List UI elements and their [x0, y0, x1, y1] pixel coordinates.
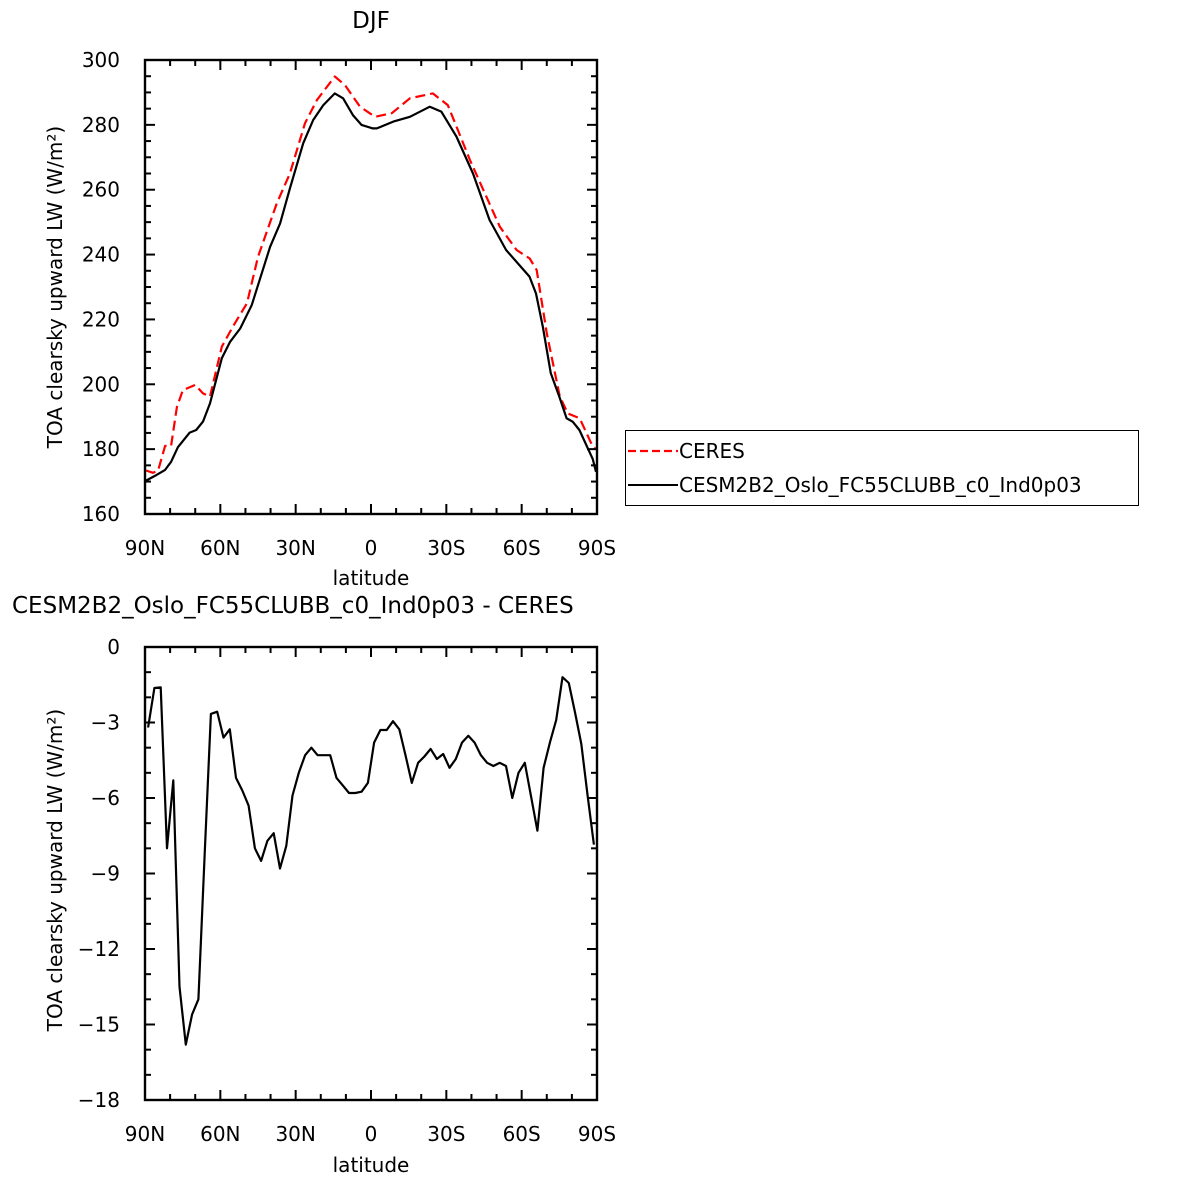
top-chart-ylabel: TOA clearsky upward LW (W/m²)	[43, 126, 67, 449]
bottom-series-difference-line	[147, 676, 595, 1046]
bottom-x-tick-label: 90S	[578, 1122, 616, 1146]
legend-ceres-label: CERES	[679, 439, 745, 463]
top-y-tick-label: 280	[82, 113, 120, 137]
bottom-chart-title: CESM2B2_Oslo_FC55CLUBB_c0_Ind0p03 - CERE…	[12, 593, 574, 619]
bottom-x-tick-label: 30S	[427, 1122, 465, 1146]
bottom-x-tick-label: 60N	[200, 1122, 240, 1146]
top-chart-title: DJF	[352, 8, 390, 34]
top-y-tick-label: 180	[82, 437, 120, 461]
bottom-y-tick-label: −18	[78, 1088, 120, 1112]
bottom-chart-xlabel: latitude	[333, 1153, 410, 1177]
bottom-y-tick-label: −12	[78, 937, 120, 961]
top-y-tick-label: 160	[82, 502, 120, 526]
legend-model-label: CESM2B2_Oslo_FC55CLUBB_c0_Ind0p03	[679, 473, 1082, 497]
legend-box	[625, 430, 1139, 506]
bottom-y-tick-label: −15	[78, 1013, 120, 1037]
top-series-ceres-line	[145, 75, 597, 474]
top-x-tick-label: 60N	[200, 536, 240, 560]
top-x-tick-label: 60S	[503, 536, 541, 560]
bottom-chart-ylabel: TOA clearsky upward LW (W/m²)	[43, 709, 67, 1032]
top-x-tick-label: 90S	[578, 536, 616, 560]
top-y-tick-label: 260	[82, 178, 120, 202]
top-x-tick-label: 0	[365, 536, 378, 560]
bottom-y-tick-label: 0	[107, 635, 120, 659]
top-y-tick-label: 200	[82, 372, 120, 396]
bottom-x-tick-label: 90N	[125, 1122, 165, 1146]
legend: CERES CESM2B2_Oslo_FC55CLUBB_c0_Ind0p03	[625, 430, 1139, 506]
bottom-plot-frame	[143, 645, 599, 1102]
top-plot-frame	[143, 58, 599, 516]
top-y-tick-label: 220	[82, 307, 120, 331]
top-x-tick-label: 30S	[427, 536, 465, 560]
bottom-x-tick-label: 0	[365, 1122, 378, 1146]
top-x-tick-label: 30N	[275, 536, 315, 560]
bottom-x-tick-label: 60S	[503, 1122, 541, 1146]
top-chart-plot-area: 90N 60N 30N 0 30S 60S 90S 160 180 200 220 240 260 280…	[82, 48, 616, 560]
bottom-chart-plot-area: 90N 60N 30N 0 30S 60S 90S −18 −15 −12 −9 −6 −3 0	[78, 635, 616, 1146]
bottom-x-tick-label: 30N	[275, 1122, 315, 1146]
bottom-y-tick-label: −9	[91, 862, 120, 886]
top-y-tick-label: 300	[82, 48, 120, 72]
top-x-tick-label: 90N	[125, 536, 165, 560]
bottom-y-tick-label: −6	[91, 786, 120, 810]
top-series-model-line	[145, 92, 598, 482]
bottom-y-tick-label: −3	[91, 711, 120, 735]
top-chart-xlabel: latitude	[333, 566, 410, 590]
top-y-tick-label: 240	[82, 243, 120, 267]
